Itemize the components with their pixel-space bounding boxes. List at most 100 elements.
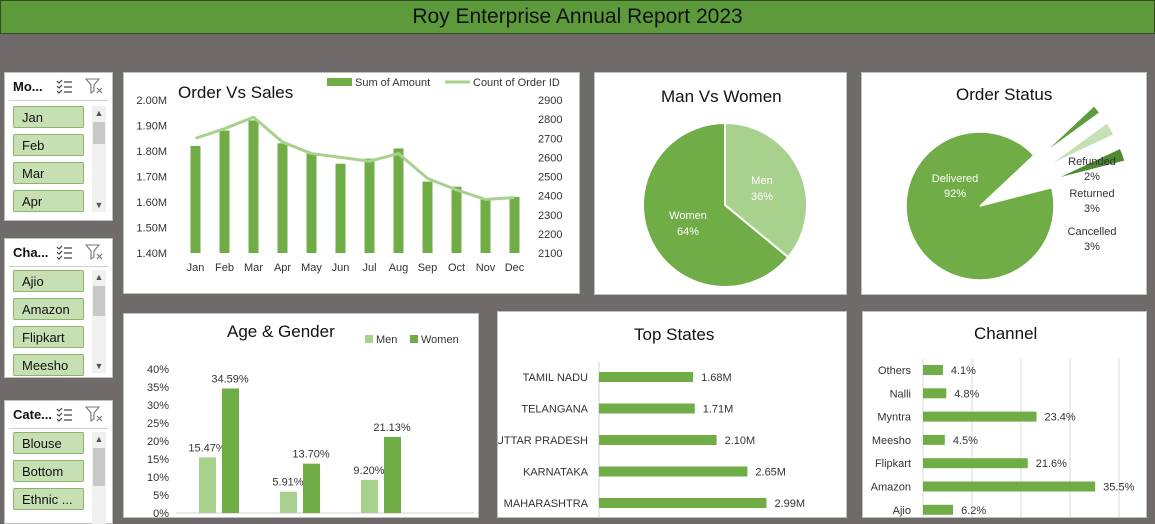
order-vs-sales-title: Order Vs Sales — [178, 83, 294, 102]
y-right-tick: 2300 — [538, 210, 562, 222]
slicer-item-jan[interactable]: Jan — [13, 106, 84, 128]
category-label: MAHARASHTRA — [504, 498, 589, 510]
data-label-women: 13.70% — [292, 449, 330, 461]
bar-sum-of-amount — [364, 158, 375, 253]
pie-label-refunded: Refunded — [1068, 156, 1116, 168]
slicer-item-flipkart[interactable]: Flipkart — [13, 326, 84, 348]
legend-label-sum-of-amount: Sum of Amount — [355, 77, 430, 89]
slicer-item-ethnic[interactable]: Ethnic ... — [13, 488, 84, 510]
slicer-item-apr[interactable]: Apr — [13, 190, 84, 212]
bar-sum-of-amount — [480, 199, 491, 253]
slicer-item-amazon[interactable]: Amazon — [13, 298, 84, 320]
bar-channel — [923, 434, 945, 445]
multi-select-icon[interactable] — [55, 243, 73, 261]
bar-women — [303, 463, 320, 513]
y-left-tick: 2.00M — [136, 95, 167, 107]
y-left-tick: 1.70M — [136, 172, 167, 184]
channel-card[interactable]: Channel Others 4.1% Nalli 4.8% Myntra 23.4% Me… — [862, 311, 1147, 518]
x-tick-label: Dec — [505, 262, 525, 274]
line-count-of-order-id — [195, 115, 515, 201]
order-vs-sales-card[interactable]: Order Vs Sales 2.00M 1.90M 1.80M 1.70M 1.60M… — [123, 72, 580, 294]
pie-value-returned: 3% — [1084, 203, 1100, 215]
slicer-item-ajio[interactable]: Ajio — [13, 270, 84, 292]
channel-chart: Others 4.1% Nalli 4.8% Myntra 23.4% Meesho 4.5%… — [871, 359, 1135, 517]
month-slicer-label: Mo... — [13, 79, 43, 94]
top-states-card[interactable]: Top States TAMIL NADU 1.68M TELANGANA 1.71M… — [497, 311, 847, 518]
y-tick-label: 30% — [147, 400, 169, 412]
month-slicer[interactable]: Mo... Jan Feb Mar Apr ▲ ▼ — [4, 72, 113, 221]
age-gender-title: Age & Gender — [227, 322, 335, 341]
y-left-tick: 1.60M — [136, 197, 167, 209]
y-left-tick: 1.80M — [136, 146, 167, 158]
category-label: Nalli — [890, 388, 911, 400]
bar-sum-of-amount — [509, 196, 520, 253]
slicer-item-meesho[interactable]: Meesho — [13, 354, 84, 376]
category-slicer[interactable]: Cate... Blouse Bottom Ethnic ... ▲ — [4, 400, 113, 524]
order-status-card[interactable]: Order Status Delivered 92% Refunded 2% Retur… — [861, 72, 1147, 295]
scroll-down-icon[interactable]: ▼ — [94, 361, 104, 371]
pie-slice-returned — [1046, 121, 1116, 167]
x-tick-label: Nov — [476, 262, 496, 274]
y-right-tick: 2500 — [538, 172, 562, 184]
clear-filter-icon[interactable] — [85, 77, 103, 95]
report-title: Roy Enterprise Annual Report 2023 — [0, 0, 1155, 34]
man-vs-women-card[interactable]: Man Vs Women Men 36% Women 64% — [594, 72, 847, 295]
category-scrollbar[interactable]: ▲ — [92, 432, 106, 524]
data-label-men: 15.47% — [188, 442, 226, 454]
age-gender-card[interactable]: Age & Gender 40% 35% 30% 25% 20% 15% 10% 5% 0% 15… — [123, 313, 479, 518]
pie-label-returned: Returned — [1069, 188, 1114, 200]
pie-value-women: 64% — [677, 226, 699, 238]
y-right-tick: 2600 — [538, 152, 562, 164]
category-slicer-label: Cate... — [13, 407, 53, 422]
scroll-down-icon[interactable]: ▼ — [94, 200, 104, 210]
x-tick-label: Feb — [215, 262, 234, 274]
data-label: 21.6% — [1036, 458, 1067, 470]
data-label: 1.68M — [701, 372, 732, 384]
data-label: 2.10M — [725, 435, 756, 447]
scroll-thumb[interactable] — [93, 122, 105, 144]
pie-value-refunded: 2% — [1084, 171, 1100, 183]
data-label: 6.2% — [961, 505, 986, 517]
channel-slicer[interactable]: Cha... Ajio Amazon Flipkart Meesho ▲ ▼ — [4, 238, 113, 378]
bar-sum-of-amount — [219, 130, 230, 253]
data-label: 4.5% — [953, 435, 978, 447]
y-tick-label: 5% — [153, 490, 169, 502]
clear-filter-icon[interactable] — [85, 405, 103, 423]
multi-select-icon[interactable] — [55, 77, 73, 95]
bar-sum-of-amount — [422, 181, 433, 253]
clear-filter-icon[interactable] — [85, 243, 103, 261]
bar-state — [599, 403, 695, 414]
pie-label-men: Men — [751, 175, 772, 187]
y-right-tick: 2800 — [538, 114, 562, 126]
legend-swatch-sum-of-amount — [327, 78, 352, 86]
slicer-item-bottom[interactable]: Bottom — [13, 460, 84, 482]
pie-label-cancelled: Cancelled — [1068, 226, 1117, 238]
y-left-tick: 1.40M — [136, 248, 167, 260]
man-vs-women-chart: Men 36% Women 64% — [642, 121, 808, 288]
scroll-thumb[interactable] — [93, 286, 105, 316]
scroll-up-icon[interactable]: ▲ — [94, 272, 104, 282]
bar-sum-of-amount — [393, 148, 404, 253]
bar-women — [222, 388, 239, 513]
top-states-title: Top States — [634, 325, 715, 344]
slicer-item-feb[interactable]: Feb — [13, 134, 84, 156]
month-scrollbar[interactable]: ▲ ▼ — [92, 106, 106, 212]
slicer-item-mar[interactable]: Mar — [13, 162, 84, 184]
scroll-up-icon[interactable]: ▲ — [94, 434, 104, 444]
x-tick-label: Jun — [332, 262, 350, 274]
scroll-up-icon[interactable]: ▲ — [94, 108, 104, 118]
y-right-tick: 2400 — [538, 191, 562, 203]
slicer-item-blouse[interactable]: Blouse — [13, 432, 84, 454]
category-label: TELANGANA — [521, 404, 588, 416]
scroll-thumb[interactable] — [93, 448, 105, 486]
channel-scrollbar[interactable]: ▲ ▼ — [92, 270, 106, 373]
pie-value-cancelled: 3% — [1084, 241, 1100, 253]
data-label: 4.8% — [954, 388, 979, 400]
y-tick-label: 10% — [147, 472, 169, 484]
x-tick-label: Sep — [418, 262, 438, 274]
category-label: Ajio — [893, 505, 911, 517]
y-tick-label: 15% — [147, 454, 169, 466]
channel-slicer-label: Cha... — [13, 245, 49, 260]
multi-select-icon[interactable] — [55, 405, 73, 423]
pie-label-delivered: Delivered — [932, 173, 978, 185]
